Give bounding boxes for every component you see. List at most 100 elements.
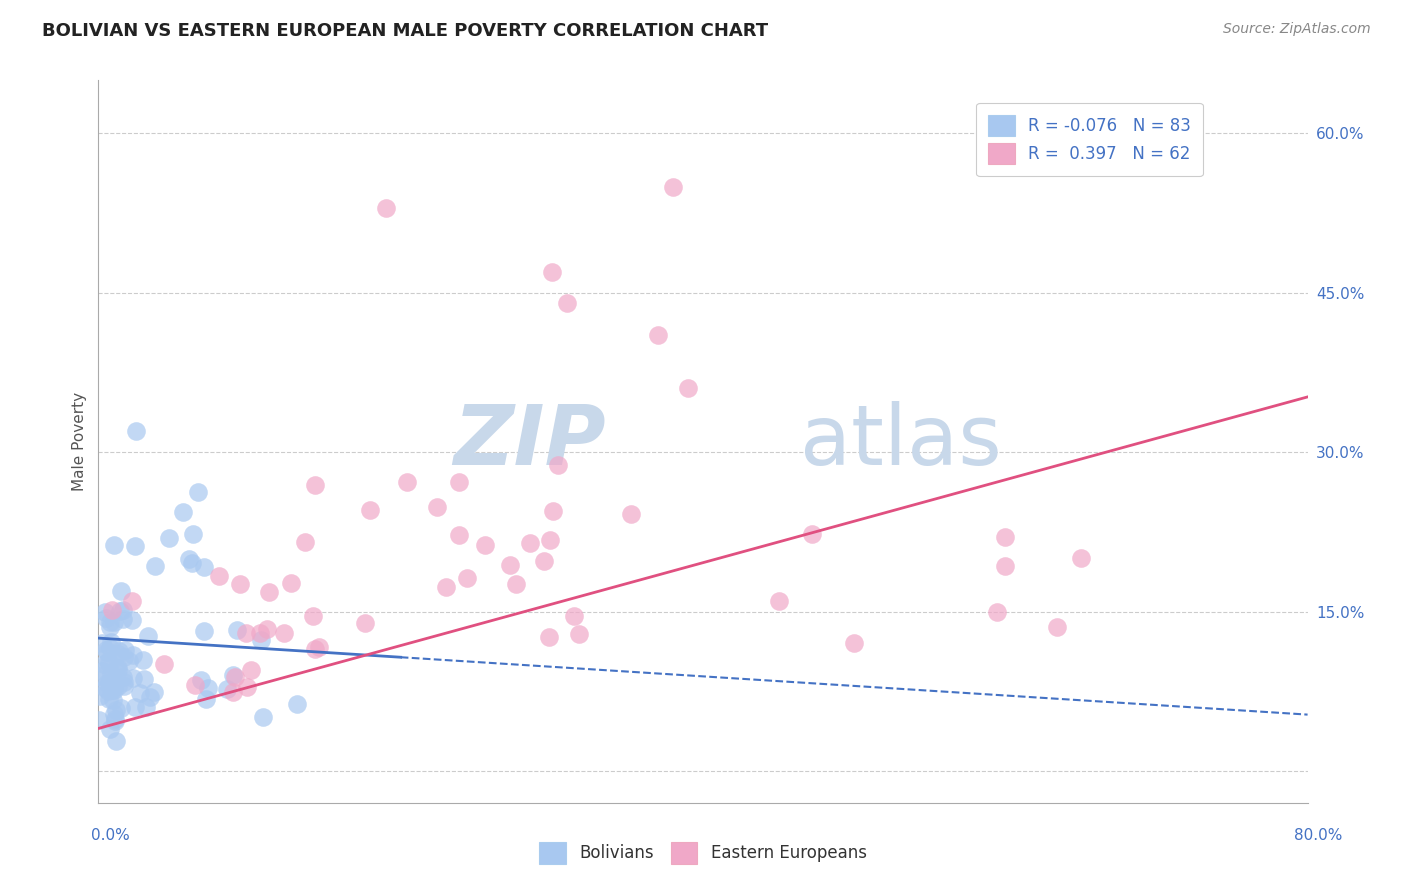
Point <box>181 556 204 570</box>
Point <box>114 643 136 657</box>
Point <box>121 648 143 662</box>
Point <box>555 296 578 310</box>
Point <box>193 560 215 574</box>
Point <box>519 535 541 549</box>
Point <box>91 665 114 679</box>
Point <box>177 551 200 566</box>
Point <box>104 734 127 748</box>
Point <box>187 484 209 499</box>
Point <box>208 569 231 583</box>
Point <box>1070 551 1092 566</box>
Point <box>304 642 326 657</box>
Point <box>97 654 120 668</box>
Point <box>105 703 128 717</box>
Point <box>125 424 148 438</box>
Point <box>499 558 522 573</box>
Point <box>112 679 135 693</box>
Point <box>94 643 117 657</box>
Point <box>302 608 325 623</box>
Point <box>89 669 111 683</box>
Point <box>124 539 146 553</box>
Text: atlas: atlas <box>800 401 1001 482</box>
Point <box>173 505 195 519</box>
Point <box>844 636 866 650</box>
Point <box>97 684 120 698</box>
Point <box>456 571 478 585</box>
Point <box>129 686 152 700</box>
Point <box>121 594 143 608</box>
Point <box>359 503 381 517</box>
Point <box>215 682 238 697</box>
Point <box>1046 620 1069 634</box>
Point <box>94 681 117 695</box>
Point <box>294 535 316 549</box>
Point <box>304 478 326 492</box>
Point <box>136 629 159 643</box>
Text: Source: ZipAtlas.com: Source: ZipAtlas.com <box>1223 22 1371 37</box>
Point <box>107 679 129 693</box>
Text: 0.0%: 0.0% <box>91 828 131 843</box>
Point <box>103 707 125 722</box>
Point <box>308 640 330 655</box>
Point <box>96 675 118 690</box>
Point <box>101 680 124 694</box>
Point <box>122 671 145 685</box>
Point <box>96 644 118 658</box>
Point <box>124 699 146 714</box>
Point <box>143 559 166 574</box>
Point <box>280 575 302 590</box>
Point <box>152 657 174 671</box>
Legend: R = -0.076   N = 83, R =  0.397   N = 62: R = -0.076 N = 83, R = 0.397 N = 62 <box>976 103 1202 176</box>
Point <box>256 622 278 636</box>
Point <box>800 526 823 541</box>
Point <box>93 657 115 672</box>
Point <box>101 682 124 697</box>
Point <box>118 654 141 668</box>
Point <box>107 647 129 661</box>
Point <box>474 538 496 552</box>
Point <box>229 577 252 591</box>
Point <box>94 605 117 619</box>
Point <box>98 656 121 670</box>
Point <box>98 692 121 706</box>
Point <box>103 615 125 630</box>
Point <box>103 680 125 694</box>
Point <box>135 700 157 714</box>
Point <box>540 264 562 278</box>
Point <box>434 580 457 594</box>
Text: BOLIVIAN VS EASTERN EUROPEAN MALE POVERTY CORRELATION CHART: BOLIVIAN VS EASTERN EUROPEAN MALE POVERT… <box>42 22 768 40</box>
Point <box>89 690 111 704</box>
Point <box>395 475 418 489</box>
Point <box>257 584 280 599</box>
Point <box>107 664 129 678</box>
Point <box>112 650 135 665</box>
Point <box>647 328 669 343</box>
Point <box>101 602 124 616</box>
Point <box>620 507 643 521</box>
Point <box>426 500 449 515</box>
Point <box>105 663 128 677</box>
Point <box>239 664 262 678</box>
Point <box>768 594 790 608</box>
Point <box>541 504 564 518</box>
Point <box>273 626 295 640</box>
Point <box>98 620 121 634</box>
Legend: Bolivians, Eastern Europeans: Bolivians, Eastern Europeans <box>533 836 873 871</box>
Point <box>449 475 471 489</box>
Point <box>222 668 245 682</box>
Point <box>111 603 134 617</box>
Point <box>285 697 308 711</box>
Point <box>98 722 121 736</box>
Text: 80.0%: 80.0% <box>1295 828 1343 843</box>
Point <box>143 685 166 699</box>
Point <box>157 532 180 546</box>
Point <box>104 712 127 726</box>
Point <box>195 692 218 706</box>
Point <box>547 458 569 473</box>
Point <box>222 685 245 699</box>
Point <box>449 528 471 542</box>
Point <box>107 644 129 658</box>
Point <box>994 559 1017 574</box>
Point <box>112 675 135 690</box>
Point <box>568 627 591 641</box>
